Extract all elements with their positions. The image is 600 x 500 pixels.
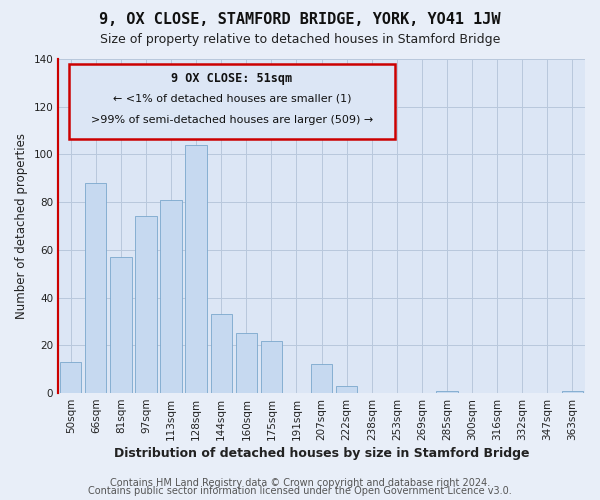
Text: Size of property relative to detached houses in Stamford Bridge: Size of property relative to detached ho… xyxy=(100,32,500,46)
Bar xyxy=(85,183,106,393)
Y-axis label: Number of detached properties: Number of detached properties xyxy=(15,133,28,319)
Bar xyxy=(311,364,332,393)
Bar xyxy=(336,386,358,393)
Bar xyxy=(261,340,282,393)
Bar xyxy=(136,216,157,393)
Bar xyxy=(436,390,458,393)
Bar xyxy=(185,145,207,393)
X-axis label: Distribution of detached houses by size in Stamford Bridge: Distribution of detached houses by size … xyxy=(114,447,529,460)
Bar xyxy=(236,334,257,393)
Bar xyxy=(160,200,182,393)
Text: Contains public sector information licensed under the Open Government Licence v3: Contains public sector information licen… xyxy=(88,486,512,496)
Bar xyxy=(110,257,131,393)
Text: 9, OX CLOSE, STAMFORD BRIDGE, YORK, YO41 1JW: 9, OX CLOSE, STAMFORD BRIDGE, YORK, YO41… xyxy=(99,12,501,28)
Text: >99% of semi-detached houses are larger (509) →: >99% of semi-detached houses are larger … xyxy=(91,116,373,126)
Text: 9 OX CLOSE: 51sqm: 9 OX CLOSE: 51sqm xyxy=(172,72,293,86)
Text: ← <1% of detached houses are smaller (1): ← <1% of detached houses are smaller (1) xyxy=(113,94,351,104)
Bar xyxy=(562,390,583,393)
Bar xyxy=(211,314,232,393)
Bar xyxy=(60,362,82,393)
Text: Contains HM Land Registry data © Crown copyright and database right 2024.: Contains HM Land Registry data © Crown c… xyxy=(110,478,490,488)
FancyBboxPatch shape xyxy=(69,64,395,139)
